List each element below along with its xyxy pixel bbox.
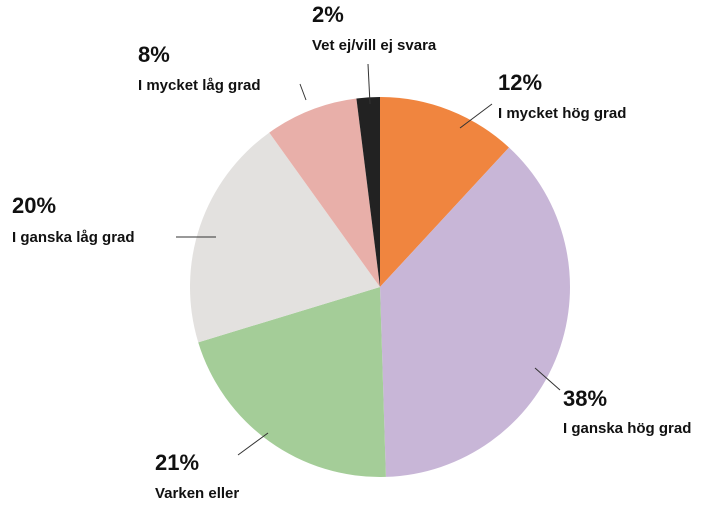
category-label: Vet ej/vill ej svara <box>312 37 437 54</box>
value-label: 38% <box>563 386 607 411</box>
pie-slice <box>190 132 380 343</box>
category-label: I mycket låg grad <box>138 77 261 94</box>
value-label: 21% <box>155 450 199 475</box>
leader-line <box>237 432 269 456</box>
leader-line <box>299 83 307 101</box>
category-label: I ganska låg grad <box>12 229 135 246</box>
category-label: I ganska hög grad <box>563 420 691 437</box>
pie-slice <box>356 97 380 287</box>
value-label: 20% <box>12 193 56 218</box>
value-label: 12% <box>498 70 542 95</box>
category-label: I mycket hög grad <box>498 105 626 122</box>
category-label: Varken eller <box>155 485 239 502</box>
pie-slice <box>198 287 386 477</box>
leader-line <box>459 103 493 129</box>
pie-slice <box>380 147 570 477</box>
leader-line <box>534 367 561 391</box>
value-label: 8% <box>138 42 170 67</box>
value-label: 2% <box>312 2 344 27</box>
pie-slice <box>380 97 510 287</box>
leader-line <box>367 63 371 105</box>
pie-slice <box>269 98 380 288</box>
